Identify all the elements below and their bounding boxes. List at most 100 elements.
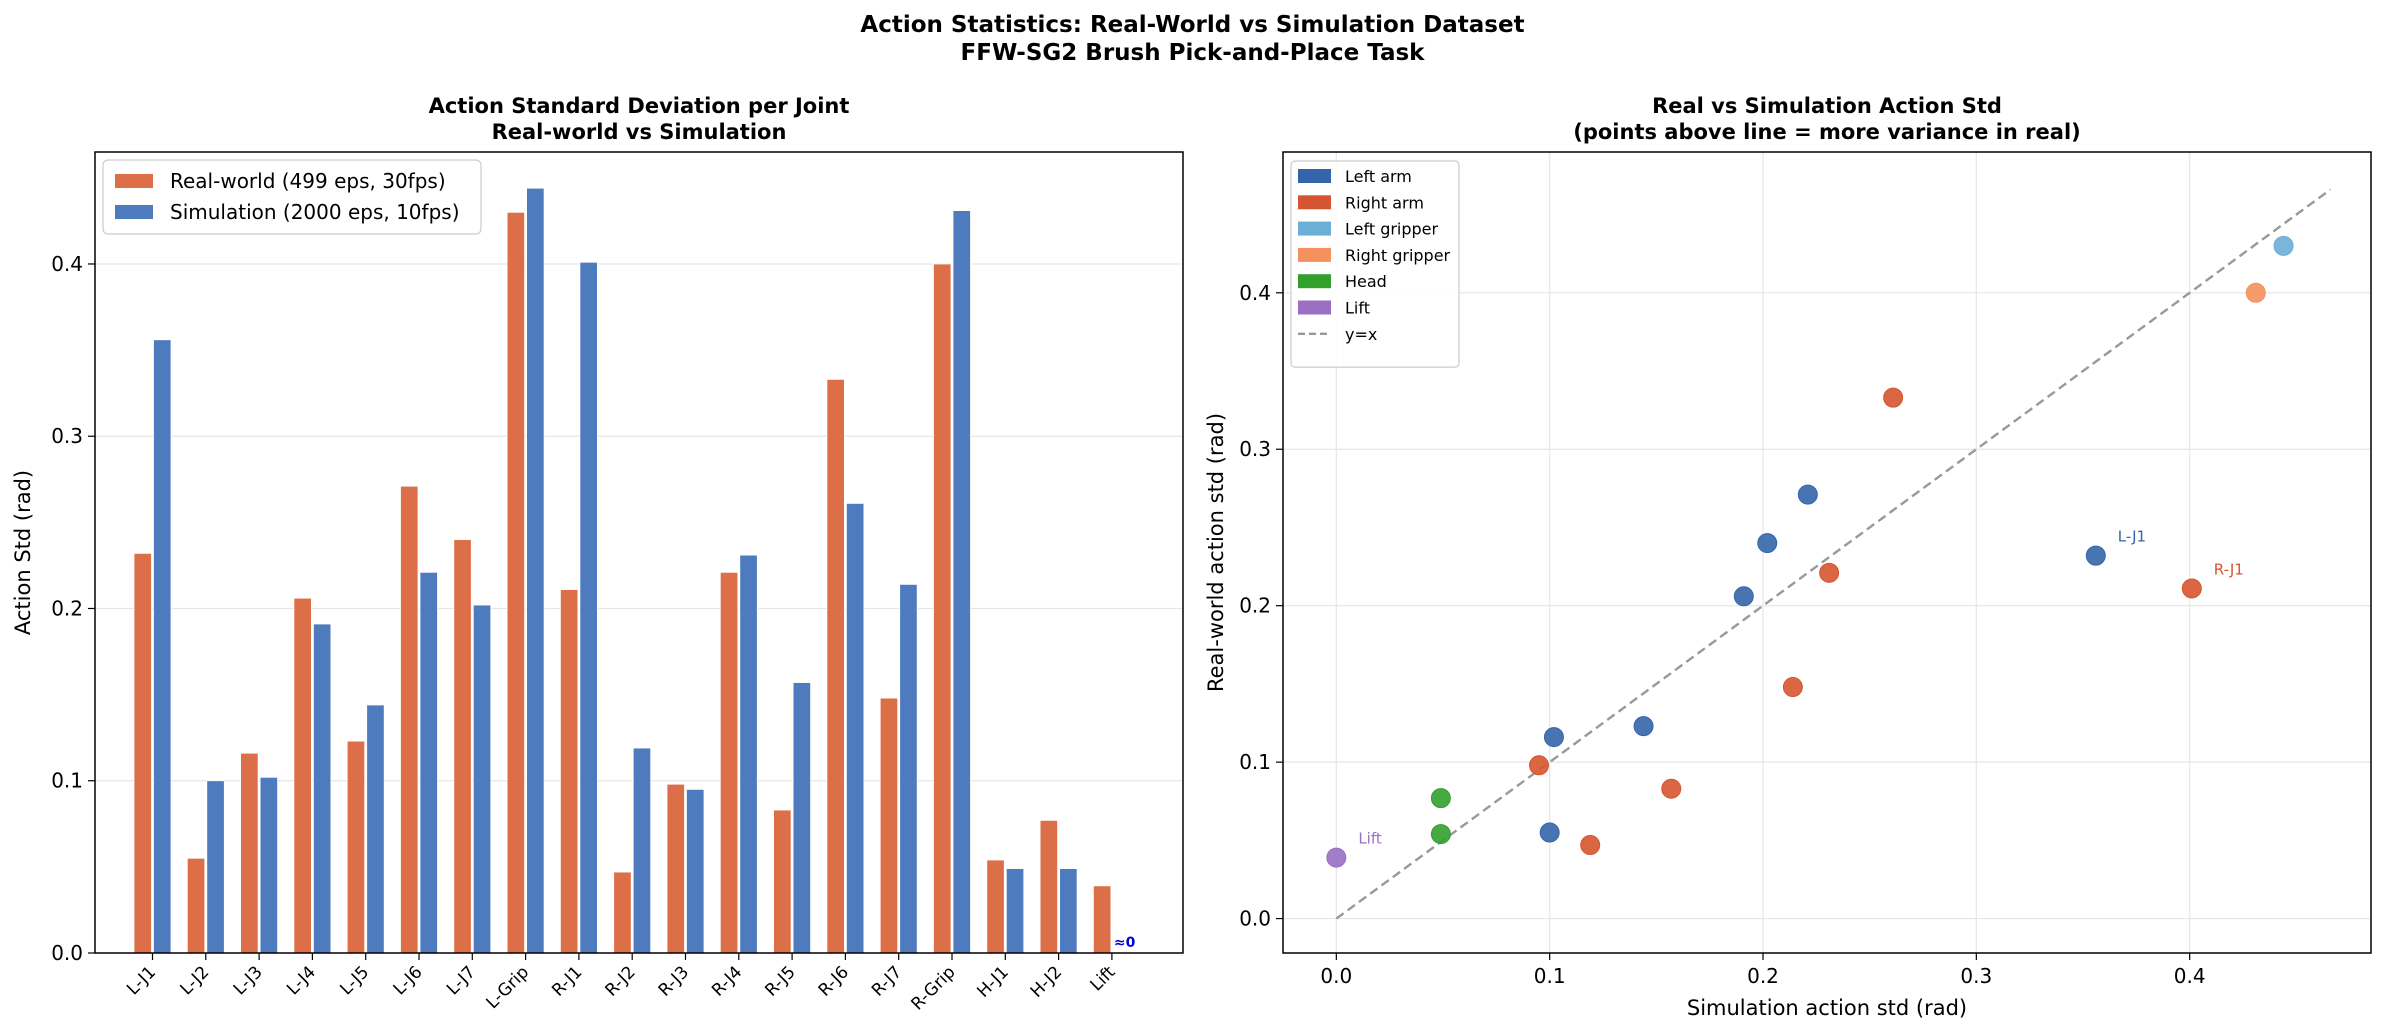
scatter-legend-label: Right gripper — [1345, 246, 1451, 265]
scatter-ytick-label: 0.4 — [1239, 281, 1271, 305]
bar-sim-R-J2 — [632, 747, 652, 954]
scatter-ylabel: Real-world action std (rad) — [1204, 413, 1228, 692]
bar-sim-L-J5 — [366, 704, 385, 954]
bar-xtick-label: L-J3 — [230, 962, 267, 999]
bar-real-R-J3 — [666, 783, 685, 954]
bar-real-L-J7 — [453, 539, 472, 954]
scatter-legend-label: Head — [1345, 272, 1387, 291]
bar-xtick-label: R-J1 — [548, 962, 586, 1000]
scatter-point-left-arm — [1733, 586, 1754, 607]
bar-real-R-J2 — [613, 871, 632, 954]
bar-ytick-label: 0.1 — [51, 769, 83, 793]
scatter-legend: Left arm Right arm Left gripper Right gripp… — [1290, 160, 1460, 368]
scatter-point-head — [1430, 788, 1451, 809]
bar-sim-R-J3 — [686, 788, 705, 954]
scatter-point-left-arm — [1797, 484, 1818, 505]
bar-sim-H-J1 — [1005, 868, 1025, 954]
scatter-ytick-label: 0.0 — [1239, 907, 1271, 931]
scatter-legend-label: Right arm — [1345, 193, 1424, 212]
bar-ytick-label: 0.2 — [51, 596, 83, 620]
bar-ytick-label: 0.0 — [51, 941, 83, 965]
scatter-point-left-gripper — [2273, 235, 2294, 256]
bar-sim-L-J2 — [206, 780, 225, 954]
scatter-xtick-label: 0.2 — [1747, 964, 1779, 988]
scatter-point-left-arm — [1633, 716, 1654, 737]
bar-xtick-label: L-J2 — [176, 962, 213, 999]
scatter-ytick-label: 0.2 — [1239, 594, 1271, 618]
bar-sim-R-Grip — [952, 210, 971, 954]
bar-xtick-label: R-J3 — [655, 962, 693, 1000]
bar-ytick-label: 0.4 — [51, 252, 83, 276]
bar-sim-R-J7 — [899, 583, 918, 954]
bar-chart-title-line2: Real-world vs Simulation — [491, 120, 787, 144]
scatter-point-left-arm — [1543, 727, 1564, 748]
scatter-point-right-arm — [1819, 562, 1840, 583]
bar-sim-R-J5 — [792, 682, 811, 954]
bar-sim-L-J7 — [472, 604, 492, 954]
scatter-chart-title: Real vs Simulation Action Std (points ab… — [1283, 93, 2371, 145]
scatter-xtick-label: 0.0 — [1320, 964, 1352, 988]
bar-sim-L-Grip — [526, 187, 545, 954]
bar-xtick-label: R-J2 — [602, 962, 640, 1000]
bar-xtick-label: L-Grip — [483, 962, 534, 1013]
bar-real-R-J4 — [719, 571, 739, 954]
scatter-xtick-label: 0.3 — [1960, 964, 1992, 988]
scatter-legend-swatch — [1298, 247, 1331, 262]
scatter-legend-label: Left gripper — [1345, 220, 1439, 239]
scatter-legend-swatch — [1298, 195, 1331, 210]
scatter-legend-swatch — [1298, 274, 1331, 289]
bar-xtick-label: L-J7 — [443, 962, 480, 999]
bar-chart-title-line1: Action Standard Deviation per Joint — [428, 94, 850, 118]
scatter-legend-frame — [1290, 160, 1460, 368]
scatter-xtick-label: 0.4 — [2174, 964, 2206, 988]
bar-plot-frame — [94, 151, 1184, 954]
bar-xtick-label: Lift — [1087, 962, 1120, 995]
scatter-point-label: Lift — [1358, 830, 1382, 848]
bar-real-R-Grip — [933, 263, 952, 954]
bar-legend-swatch — [115, 205, 153, 219]
scatter-point-right-arm — [1883, 387, 1904, 408]
scatter-point-label: R-J1 — [2214, 560, 2244, 578]
scatter-point-right-arm — [1529, 755, 1549, 776]
bar-legend-swatch — [115, 174, 153, 188]
scatter-chart-title-line2: (points above line = more variance in re… — [1573, 120, 2081, 144]
bar-real-L-J5 — [346, 740, 366, 954]
scatter-reference-line — [1335, 188, 2332, 920]
bar-legend-frame — [102, 159, 482, 235]
scatter-point-left-arm — [2085, 545, 2106, 566]
bar-xtick-label: R-Grip — [908, 962, 960, 1014]
scatter-point-label: L-J1 — [2118, 528, 2146, 546]
scatter-legend-label: Lift — [1345, 299, 1370, 318]
bar-sim-R-J1 — [579, 261, 598, 954]
scatter-chart: 0.0 0.1 0.2 0.3 0.4 0.0 0.1 0.2 0.3 0.4 L-J1 R-J1 Li… — [1204, 151, 2372, 1020]
bar-sim-L-J3 — [259, 776, 279, 954]
bar-xtick-label: R-J4 — [708, 962, 746, 1000]
bar-real-H-J2 — [1039, 819, 1058, 954]
figure-title-line1: Action Statistics: Real-World vs Simulat… — [860, 12, 1525, 38]
scatter-legend-swatch — [1298, 169, 1331, 183]
scatter-point-right-arm — [1661, 778, 1682, 799]
bar-xtick-label: L-J6 — [390, 962, 427, 999]
bar-real-Lift — [1093, 885, 1112, 954]
bar-xtick-label: L-J4 — [283, 962, 320, 999]
bar-chart-title: Action Standard Deviation per Joint Real… — [95, 93, 1183, 145]
bar-sim-L-J6 — [419, 571, 438, 954]
scatter-chart-title-line1: Real vs Simulation Action Std — [1652, 94, 2002, 118]
figure-title: Action Statistics: Real-World vs Simulat… — [0, 12, 2385, 66]
scatter-point-lift — [1326, 847, 1347, 868]
scatter-point-right-gripper — [2245, 282, 2266, 303]
scatter-legend-swatch — [1298, 300, 1331, 315]
bar-real-R-J7 — [879, 697, 899, 954]
scatter-point-right-arm — [1782, 677, 1803, 698]
bar-sim-L-J1 — [153, 339, 172, 954]
bar-real-L-J1 — [133, 552, 152, 954]
scatter-point-left-arm — [1539, 822, 1560, 843]
bar-real-L-J3 — [240, 752, 259, 954]
bar-real-L-J6 — [400, 485, 419, 954]
scatter-legend-swatch — [1298, 221, 1331, 236]
scatter-ytick-label: 0.1 — [1239, 750, 1271, 774]
bar-real-L-J2 — [186, 857, 206, 954]
bar-real-R-J1 — [560, 589, 579, 954]
bar-real-H-J1 — [986, 859, 1005, 954]
